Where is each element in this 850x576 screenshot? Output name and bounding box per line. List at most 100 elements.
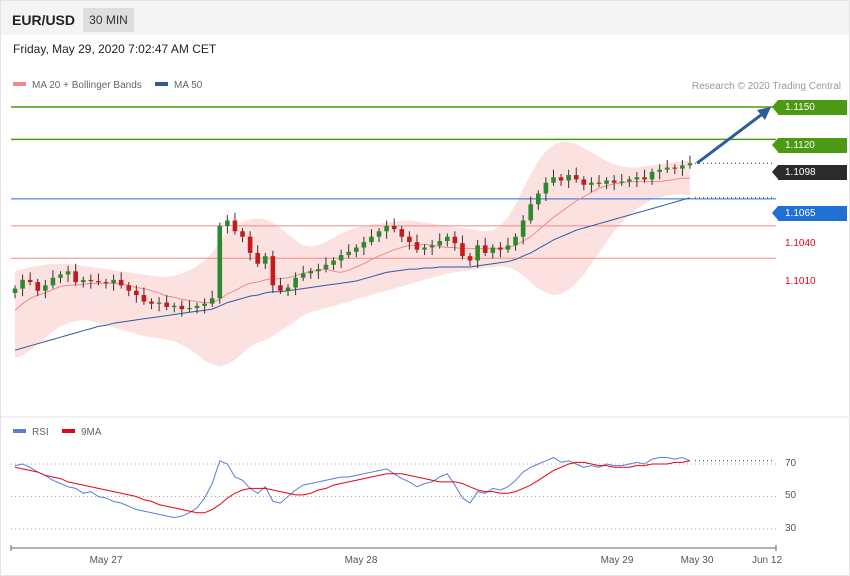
candle-body [316, 269, 321, 272]
candle-body [536, 193, 541, 205]
candle-body [399, 229, 405, 237]
candle-body [232, 220, 238, 232]
legend-ma20: MA 20 + Bollinger Bands [13, 80, 142, 91]
candle-body [475, 245, 480, 261]
candle-body [338, 255, 344, 261]
candle-body [20, 279, 25, 289]
candle-body [589, 182, 594, 185]
rsi-9ma-line [14, 460, 691, 514]
candle-body [331, 260, 336, 265]
candle-body [12, 288, 18, 293]
rsi-tick-30: 30 [785, 523, 797, 534]
candle-body [179, 305, 185, 310]
legend-9ma: 9MA [62, 427, 102, 438]
legend-ma20-swatch [13, 82, 26, 87]
candle-body [437, 241, 443, 246]
candle-body [642, 177, 647, 180]
candle-body [528, 204, 534, 221]
candle-body [369, 236, 374, 243]
x-tick-may27: May 27 [89, 555, 123, 566]
candle-body [376, 231, 382, 237]
timeframe-button[interactable]: 30 MIN [83, 8, 134, 32]
candle-body [513, 236, 518, 246]
candle-body [445, 236, 450, 242]
legend-ma50: MA 50 [155, 80, 202, 91]
candle-body [293, 277, 298, 288]
legend-9ma-label: 9MA [81, 427, 102, 438]
candle-body [88, 279, 94, 282]
rsi-tick-70: 70 [785, 458, 797, 469]
candle-body [467, 256, 473, 261]
candle-body [126, 285, 132, 291]
candle-body [498, 247, 503, 250]
candle-body [73, 271, 78, 283]
candle-body [149, 301, 154, 304]
ma50-line [14, 197, 691, 351]
x-tick-may28: May 28 [344, 555, 378, 566]
candle-body [384, 225, 389, 232]
candle-body [407, 236, 412, 243]
bollinger-band-area [15, 141, 690, 367]
candle-body [551, 177, 556, 183]
candle-body [43, 285, 48, 291]
candle-body [414, 242, 420, 250]
candle-body [604, 180, 609, 184]
candle-body [285, 287, 291, 291]
x-tick-may30: May 30 [680, 555, 714, 566]
candle-body [209, 298, 215, 304]
candle-body [460, 243, 465, 257]
legend-ma50-swatch [155, 82, 168, 87]
candle-body [558, 177, 564, 181]
candle-body [80, 279, 86, 283]
symbol-title: EUR/USD [12, 12, 76, 28]
candle-body [490, 247, 496, 253]
level-label-1040: 1.1040 [785, 238, 816, 249]
candle-body [687, 163, 693, 166]
level-label-1120: 1.1120 [772, 138, 847, 153]
level-label-1065: 1.1065 [772, 206, 847, 221]
candle-body [111, 279, 116, 284]
legend-ma20-label: MA 20 + Bollinger Bands [32, 80, 142, 91]
candle-body [581, 179, 587, 185]
candle-body [346, 251, 352, 256]
candle-body [672, 167, 678, 169]
legend-ma50-label: MA 50 [174, 80, 203, 91]
candle-body [619, 181, 625, 183]
candle-body [422, 247, 427, 250]
candle-body [171, 305, 177, 308]
candle-body [240, 231, 245, 237]
projection-arrowhead [757, 107, 771, 120]
candle-body [505, 245, 511, 250]
candle-body [164, 302, 169, 307]
candle-body [278, 285, 283, 291]
level-label-1010: 1.1010 [785, 276, 816, 287]
candle-body [225, 220, 230, 226]
candle-body [217, 225, 223, 299]
legend-rsi: RSI [13, 427, 49, 438]
candle-body [65, 271, 71, 275]
candle-body [194, 305, 200, 309]
candle-body [27, 279, 33, 283]
level-label-1150: 1.1150 [772, 100, 847, 115]
x-tick-may29: May 29 [600, 555, 634, 566]
last-price-label: 1.1098 [772, 165, 847, 180]
candle-body [202, 303, 207, 306]
candle-body [482, 245, 488, 253]
chart-header: EUR/USD 30 MIN [1, 1, 849, 35]
candle-body [134, 290, 139, 296]
candle-body [141, 295, 147, 302]
timestamp: Friday, May 29, 2020 7:02:47 AM CET [13, 42, 217, 56]
candle-body [270, 256, 276, 286]
legend-9ma-swatch [62, 429, 75, 434]
x-tick-jun12: Jun 12 [751, 555, 783, 566]
candle-body [300, 273, 306, 278]
candle-body [627, 179, 632, 182]
candle-body [50, 277, 56, 286]
rsi-tick-50: 50 [785, 490, 797, 501]
projection-arrow-line [696, 110, 766, 165]
legend-rsi-swatch [13, 429, 26, 434]
candle-body [543, 182, 549, 194]
rsi-line [14, 456, 691, 519]
candle-body [680, 165, 685, 169]
